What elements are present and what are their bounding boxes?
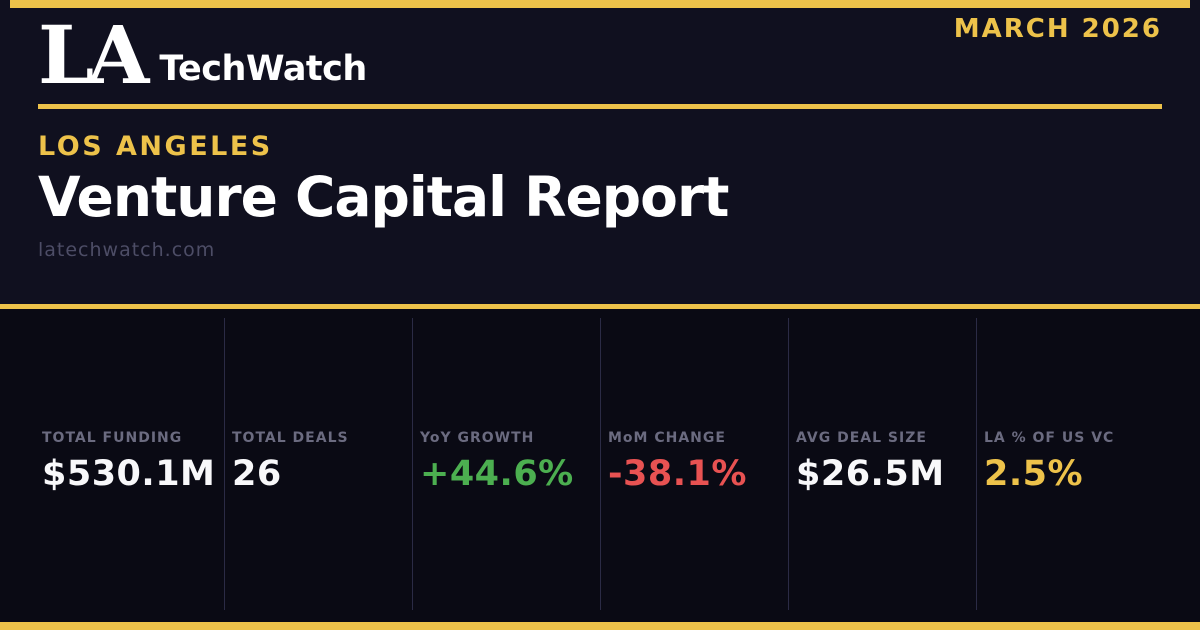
stats-grid: TOTAL FUNDING $530.1M TOTAL DEALS 26 YoY… <box>36 318 1164 610</box>
stat-label: AVG DEAL SIZE <box>796 430 927 446</box>
logo-underline <box>38 104 1162 109</box>
stat-value: -38.1% <box>608 454 747 494</box>
stat-value: +44.6% <box>420 454 574 494</box>
logo-mark: LA <box>38 8 149 102</box>
header-section: LA TechWatch MARCH 2026 LOS ANGELES Vent… <box>0 0 1200 304</box>
stat-total-funding: TOTAL FUNDING $530.1M <box>36 318 224 610</box>
stat-label: MoM CHANGE <box>608 430 726 446</box>
issue-date: MARCH 2026 <box>953 14 1162 44</box>
page-title: Venture Capital Report <box>38 165 729 229</box>
top-accent-bar <box>10 0 1190 8</box>
stat-avg-deal-size: AVG DEAL SIZE $26.5M <box>788 318 976 610</box>
website-url: latechwatch.com <box>38 239 216 261</box>
bottom-accent-bar <box>0 622 1200 630</box>
stat-mom-change: MoM CHANGE -38.1% <box>600 318 788 610</box>
stat-label: TOTAL FUNDING <box>42 430 183 446</box>
stat-label: TOTAL DEALS <box>232 430 349 446</box>
stat-value: $26.5M <box>796 454 945 494</box>
logo-row: LA TechWatch MARCH 2026 <box>38 0 1162 102</box>
stat-yoy-growth: YoY GROWTH +44.6% <box>412 318 600 610</box>
location-label: LOS ANGELES <box>38 131 273 162</box>
stats-section: TOTAL FUNDING $530.1M TOTAL DEALS 26 YoY… <box>0 309 1200 622</box>
logo-name: TechWatch <box>159 49 367 89</box>
stat-total-deals: TOTAL DEALS 26 <box>224 318 412 610</box>
section-divider <box>0 304 1200 309</box>
stat-value: 2.5% <box>984 454 1084 494</box>
stat-value: $530.1M <box>42 454 216 494</box>
stat-label: YoY GROWTH <box>420 430 535 446</box>
stat-la-pct-us-vc: LA % OF US VC 2.5% <box>976 318 1164 610</box>
stat-value: 26 <box>232 454 282 494</box>
stat-label: LA % OF US VC <box>984 430 1115 446</box>
